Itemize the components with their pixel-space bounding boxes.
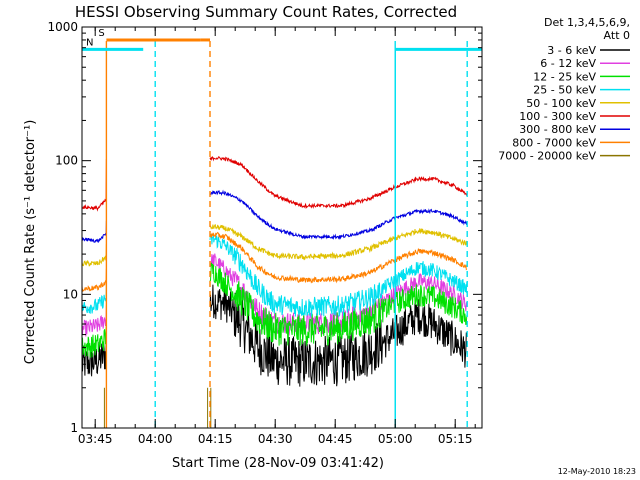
series-6-trace-0 — [81, 220, 107, 243]
legend-label-3: 25 - 50 keV — [533, 84, 596, 97]
series-2-trace-0 — [81, 324, 107, 358]
legend-label-5: 100 - 300 keV — [519, 110, 596, 123]
x-tick-label-5: 05:00 — [378, 432, 413, 446]
legend-label-1: 6 - 12 keV — [540, 57, 596, 70]
x-tick-label-4: 04:45 — [318, 432, 353, 446]
y-tick-label-0: 1 — [70, 421, 78, 435]
legend-label-8: 7000 - 20000 keV — [498, 150, 596, 163]
series-7-trace-1 — [209, 231, 468, 284]
series-4-trace-0 — [81, 243, 107, 267]
x-tick-label-6: 05:15 — [438, 432, 473, 446]
legend-header-line1: Det 1,3,4,5,6,9, — [544, 16, 630, 29]
legend-label-2: 12 - 25 keV — [533, 70, 596, 83]
series-5-trace-1 — [209, 155, 468, 210]
series-3-trace-1 — [209, 233, 468, 318]
flag-label-N: N — [86, 37, 93, 48]
y-tick-label-1: 10 — [63, 287, 78, 301]
y-tick-label-3: 1000 — [47, 20, 78, 34]
series-5-trace-0 — [81, 158, 107, 212]
legend-label-7: 800 - 7000 keV — [512, 136, 596, 149]
series-0-trace-1 — [209, 284, 468, 387]
series-6-trace-1 — [209, 189, 468, 241]
series-4-trace-1 — [209, 223, 468, 261]
x-tick-label-1: 04:00 — [138, 432, 173, 446]
series-8-spikes — [103, 387, 212, 428]
legend-header-line2: Att 0 — [604, 29, 630, 42]
legend-label-4: 50 - 100 keV — [526, 97, 596, 110]
plot-frame — [81, 26, 483, 429]
legend-label-6: 300 - 800 keV — [519, 123, 596, 136]
x-tick-label-2: 04:15 — [198, 432, 233, 446]
y-tick-label-2: 100 — [55, 154, 78, 168]
series-7-trace-0 — [81, 268, 107, 293]
x-tick-label-0: 03:45 — [78, 432, 113, 446]
y-axis-label: Corrected Count Rate (s⁻¹ detector⁻¹) — [23, 120, 38, 365]
series-3-trace-0 — [81, 284, 107, 314]
x-axis-label: Start Time (28-Nov-09 03:41:42) — [172, 456, 384, 471]
series-2-trace-1 — [209, 262, 468, 347]
footer-date: 12-May-2010 18:23 — [558, 467, 636, 476]
flag-label-S: S — [98, 28, 104, 39]
chart-title: HESSI Observing Summary Count Rates, Cor… — [75, 3, 457, 21]
series-1-trace-0 — [81, 305, 107, 337]
plot-area: SN 03:45 04:00 04:15 04:30 04:45 05:00 05:15 1 10… — [47, 20, 483, 446]
x-tick-label-3: 04:30 — [258, 432, 293, 446]
legend-label-0: 3 - 6 keV — [547, 44, 596, 57]
